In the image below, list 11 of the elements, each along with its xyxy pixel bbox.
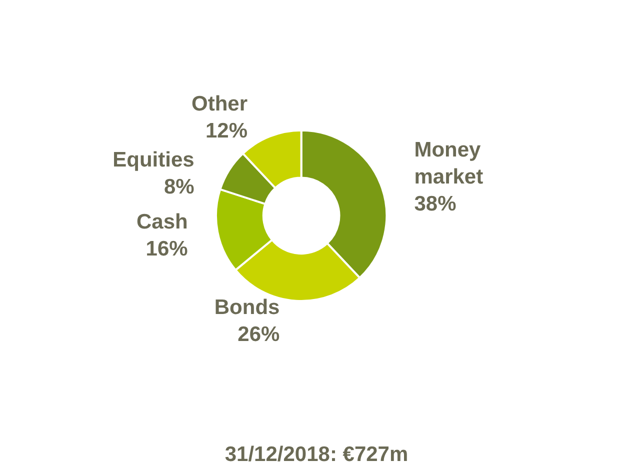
data-label: 16% <box>146 237 188 260</box>
slice-label: Other <box>192 92 248 116</box>
slice-label: Money market <box>414 138 487 188</box>
slice-label: Cash <box>136 210 188 234</box>
data-label: 8% <box>164 176 195 199</box>
data-label: 26% <box>238 322 280 346</box>
text: 31/12/2018: €727m <box>224 443 408 466</box>
data-label: 12% <box>206 120 248 143</box>
slice-label: Equities <box>112 148 194 172</box>
slice-label: Bonds <box>214 296 280 319</box>
data-label: 38% <box>414 192 457 216</box>
